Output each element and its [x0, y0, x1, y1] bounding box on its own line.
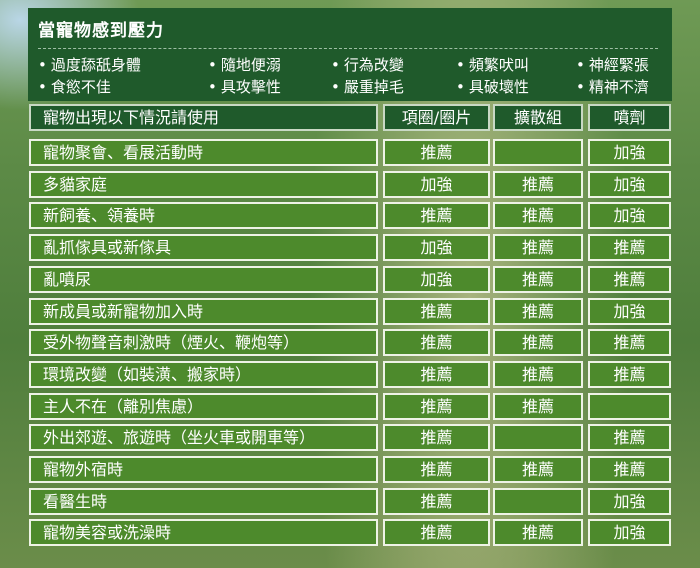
- header-collar: 項圈/圈片: [383, 104, 490, 131]
- spray-cell: 加強: [588, 519, 671, 546]
- symptom-item: 具攻擊性: [208, 76, 281, 97]
- stress-title: 當寵物感到壓力: [38, 21, 164, 41]
- symptom-item: 頻繁吠叫: [456, 54, 529, 75]
- situation-cell: 新成員或新寵物加入時: [29, 298, 378, 325]
- spray-cell: 加強: [588, 298, 671, 325]
- spray-cell: 推薦: [588, 329, 671, 356]
- situation-cell: 亂抓傢具或新傢具: [29, 234, 378, 261]
- collar-cell: 加強: [383, 234, 490, 261]
- diffuser-cell: 推薦: [493, 298, 583, 325]
- diffuser-cell: [493, 139, 583, 166]
- diffuser-cell: 推薦: [493, 393, 583, 420]
- collar-cell: 推薦: [383, 139, 490, 166]
- collar-cell: 推薦: [383, 361, 490, 388]
- header-situation: 寵物出現以下情況請使用: [29, 104, 378, 131]
- situation-cell: 新飼養、領養時: [29, 202, 378, 229]
- spray-cell: 加強: [588, 488, 671, 515]
- spray-cell: 加強: [588, 202, 671, 229]
- spray-cell: 推薦: [588, 361, 671, 388]
- situation-cell: 亂噴尿: [29, 266, 378, 293]
- diffuser-cell: 推薦: [493, 171, 583, 198]
- situation-cell: 寵物聚會、看展活動時: [29, 139, 378, 166]
- situation-cell: 環境改變（如裝潢、搬家時）: [29, 361, 378, 388]
- situation-cell: 主人不在（離別焦慮）: [29, 393, 378, 420]
- symptom-item: 隨地便溺: [208, 54, 281, 75]
- diffuser-cell: [493, 424, 583, 451]
- collar-cell: 推薦: [383, 456, 490, 483]
- divider: [38, 48, 658, 49]
- spray-cell: 加強: [588, 171, 671, 198]
- spray-cell: 推薦: [588, 424, 671, 451]
- symptom-item: 食慾不佳: [38, 76, 111, 97]
- spray-cell: 推薦: [588, 456, 671, 483]
- collar-cell: 推薦: [383, 424, 490, 451]
- spray-cell: 推薦: [588, 266, 671, 293]
- spray-cell: [588, 393, 671, 420]
- diffuser-cell: 推薦: [493, 329, 583, 356]
- spray-cell: 推薦: [588, 234, 671, 261]
- diffuser-cell: 推薦: [493, 361, 583, 388]
- header-spray: 噴劑: [588, 104, 671, 131]
- collar-cell: 推薦: [383, 488, 490, 515]
- situation-cell: 外出郊遊、旅遊時（坐火車或開車等）: [29, 424, 378, 451]
- collar-cell: 推薦: [383, 393, 490, 420]
- situation-cell: 寵物外宿時: [29, 456, 378, 483]
- diffuser-cell: 推薦: [493, 519, 583, 546]
- symptom-item: 具破壞性: [456, 76, 529, 97]
- collar-cell: 加強: [383, 171, 490, 198]
- header-diffuser: 擴散組: [493, 104, 583, 131]
- stress-panel: 當寵物感到壓力 過度舔舐身體 隨地便溺 行為改變 頻繁吠叫 神經緊張食慾不佳 具攻擊性 嚴重…: [28, 8, 672, 101]
- spray-cell: 加強: [588, 139, 671, 166]
- diffuser-cell: 推薦: [493, 456, 583, 483]
- symptom-item: 精神不濟: [576, 76, 649, 97]
- collar-cell: 推薦: [383, 519, 490, 546]
- collar-cell: 加強: [383, 266, 490, 293]
- diffuser-cell: 推薦: [493, 202, 583, 229]
- collar-cell: 推薦: [383, 329, 490, 356]
- symptom-item: 行為改變: [331, 54, 404, 75]
- collar-cell: 推薦: [383, 202, 490, 229]
- diffuser-cell: 推薦: [493, 234, 583, 261]
- situation-cell: 看醫生時: [29, 488, 378, 515]
- diffuser-cell: [493, 488, 583, 515]
- situation-cell: 寵物美容或洗澡時: [29, 519, 378, 546]
- diffuser-cell: 推薦: [493, 266, 583, 293]
- collar-cell: 推薦: [383, 298, 490, 325]
- symptom-item: 過度舔舐身體: [38, 54, 141, 75]
- situation-cell: 多貓家庭: [29, 171, 378, 198]
- symptom-item: 嚴重掉毛: [331, 76, 404, 97]
- situation-cell: 受外物聲音刺激時（煙火、鞭炮等）: [29, 329, 378, 356]
- symptom-item: 神經緊張: [576, 54, 649, 75]
